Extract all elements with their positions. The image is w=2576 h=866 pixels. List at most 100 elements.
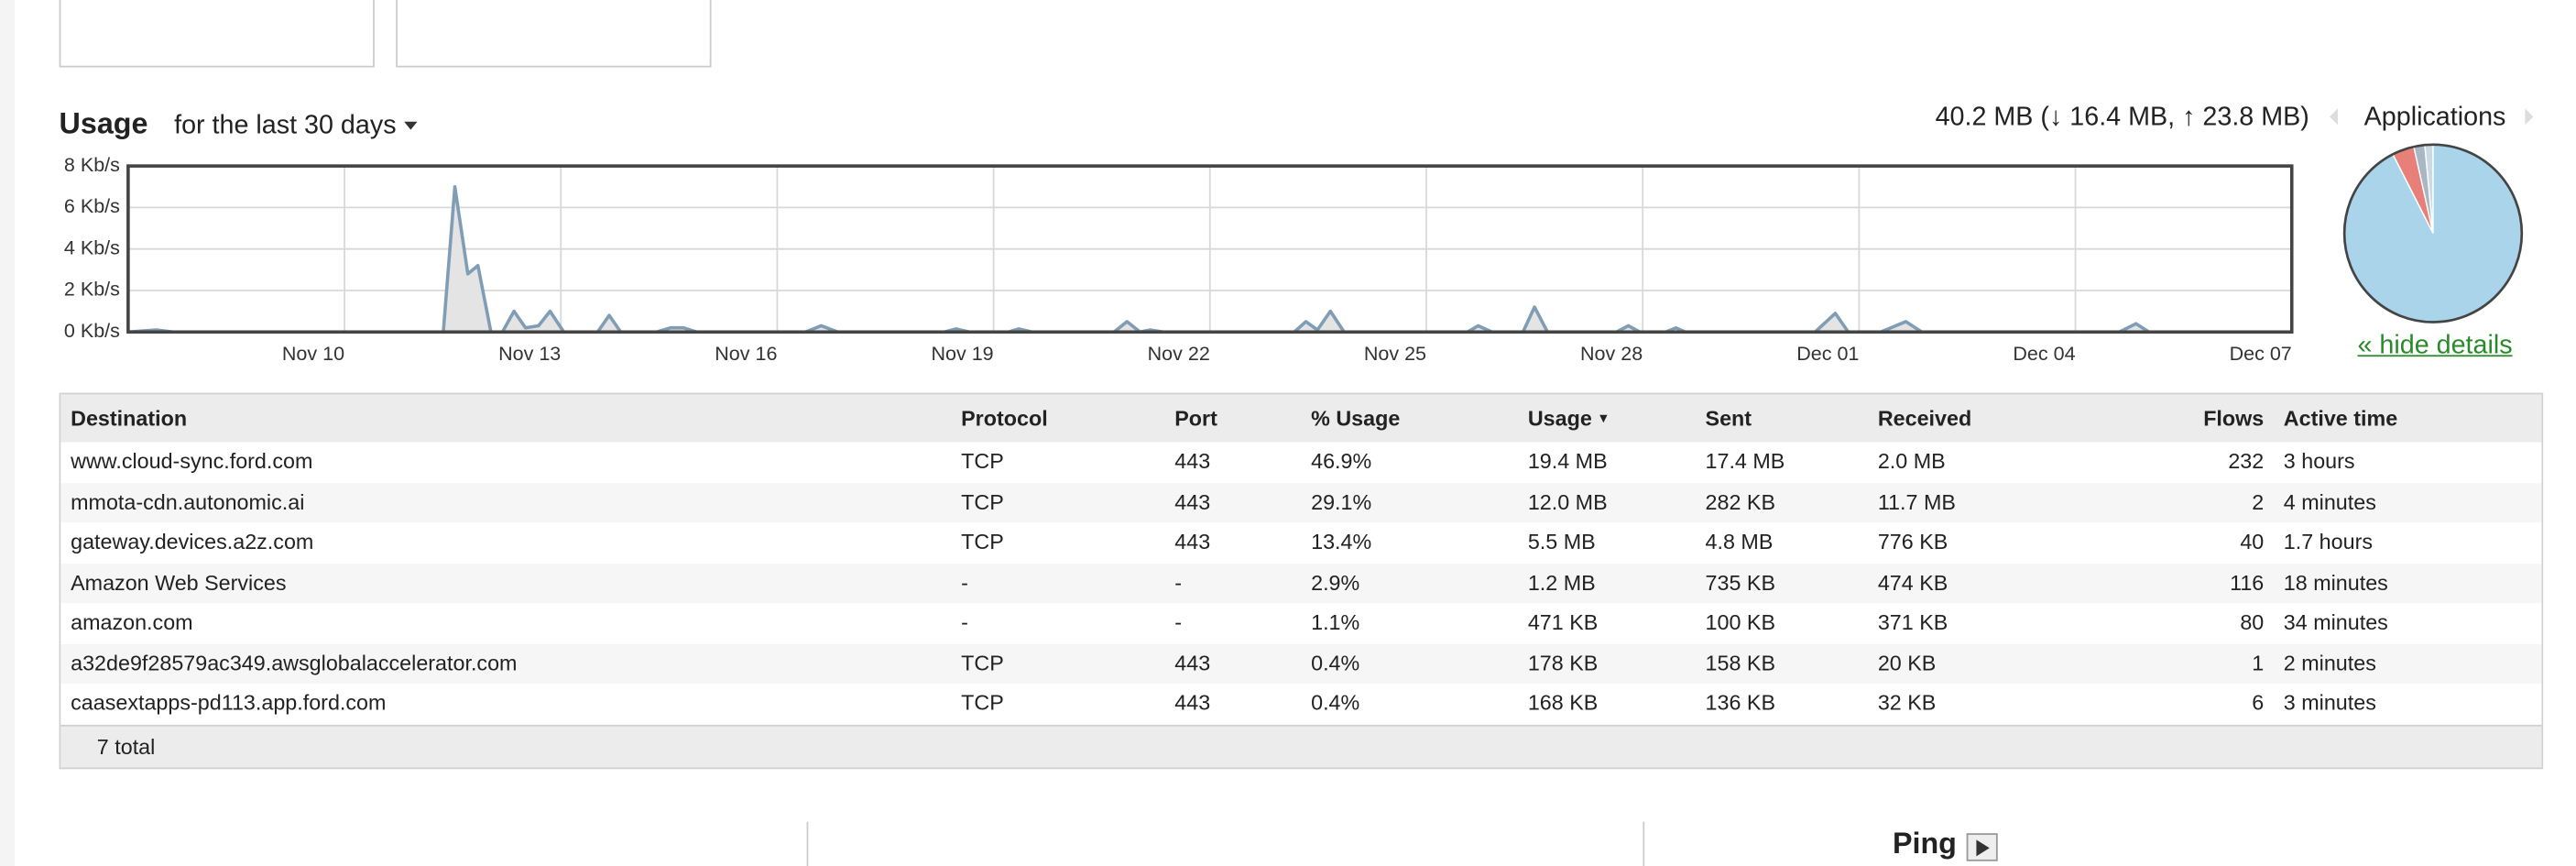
table-cell: 168 KB (1527, 690, 1599, 716)
table-cell: 13.4% (1311, 529, 1372, 554)
table-cell: 11.7 MB (1877, 488, 1956, 514)
column-header[interactable]: Sent (1705, 405, 1752, 431)
table-cell: 0.4% (1311, 650, 1360, 675)
column-header[interactable]: Protocol (961, 405, 1048, 431)
table-cell: 776 KB (1877, 529, 1948, 554)
table-cell: 20 KB (1877, 650, 1937, 675)
table-cell: 443 (1174, 448, 1211, 474)
table-cell: 12.0 MB (1527, 488, 1608, 514)
y-tick-label: 0 Kb/s (64, 320, 120, 342)
table-cell: - (961, 569, 968, 595)
table-cell: 40 (2240, 529, 2265, 554)
table-row: gateway.devices.a2z.com TCP 443 13.4% 5.5 MB… (60, 522, 2542, 564)
table-cell: - (1174, 609, 1183, 635)
table-cell: 158 KB (1705, 650, 1776, 675)
table-cell: TCP (961, 488, 1004, 514)
table-cell: 1 (2252, 650, 2265, 675)
applications-title: Applications (2363, 103, 2506, 132)
table-cell: 100 KB (1705, 609, 1776, 635)
plot-frame (126, 164, 2294, 334)
table-cell: 1.1% (1311, 609, 1360, 635)
column-header[interactable]: Received (1877, 405, 1972, 431)
table-cell: gateway.devices.a2z.com (71, 529, 314, 554)
period-label[interactable]: for the last 30 days (174, 111, 397, 140)
next-arrow[interactable] (2525, 108, 2534, 126)
table-cell: caasextapps-pd113.app.ford.com (71, 690, 387, 716)
table-cell: TCP (961, 650, 1004, 675)
x-tick-label: Nov 25 (1364, 343, 1426, 365)
column-header[interactable]: Port (1174, 405, 1217, 431)
table-cell: 17.4 MB (1705, 448, 1785, 474)
table-row: caasextapps-pd113.app.ford.com TCP 443 0.4%… (60, 684, 2542, 724)
divider (806, 821, 809, 866)
table-row: Amazon Web Services - - 2.9% 1.2 MB 735 KB 474… (60, 563, 2542, 604)
table-cell: 735 KB (1705, 569, 1776, 595)
table-cell: 2.9% (1311, 569, 1360, 595)
x-tick-label: Nov 19 (931, 343, 993, 365)
table-footer: 7 total (60, 723, 2542, 767)
table-cell: 46.9% (1311, 448, 1372, 474)
table-cell: TCP (961, 690, 1004, 716)
sort-indicator[interactable]: ▼ (1597, 411, 1610, 426)
x-tick-label: Dec 07 (2230, 343, 2292, 365)
play-icon[interactable] (1976, 839, 1990, 857)
column-header[interactable]: % Usage (1311, 405, 1401, 431)
table-cell: 1.2 MB (1527, 569, 1596, 595)
table-cell: 371 KB (1877, 609, 1948, 635)
column-header[interactable]: Destination (71, 405, 188, 431)
table-cell: TCP (961, 448, 1004, 474)
table-cell: 136 KB (1705, 690, 1776, 716)
table-cell: 18 minutes (2283, 569, 2388, 595)
table-cell: - (961, 609, 968, 635)
table-cell: 232 (2228, 448, 2265, 474)
table-cell: 3 hours (2283, 448, 2355, 474)
table-cell: 116 (2230, 569, 2265, 595)
x-tick-label: Nov 22 (1148, 343, 1210, 365)
table-cell: 2.0 MB (1877, 448, 1946, 474)
table-cell: - (1174, 569, 1183, 595)
y-tick-label: 6 Kb/s (64, 195, 120, 217)
top-panel (59, 0, 375, 68)
table-cell: 282 KB (1705, 488, 1776, 514)
table-cell: a32de9f28579ac349.awsglobalaccelerator.c… (71, 650, 518, 675)
table-row: a32de9f28579ac349.awsglobalaccelerator.c… (60, 643, 2542, 685)
destinations-table: Destination Protocol Port % Usage Usage ▼ Sent… (59, 392, 2544, 770)
column-header[interactable]: Flows (2203, 405, 2265, 431)
prev-arrow[interactable] (2329, 108, 2338, 126)
table-cell: 443 (1174, 488, 1211, 514)
table-cell: 2 (2252, 488, 2265, 514)
table-cell: 32 KB (1877, 690, 1937, 716)
x-tick-label: Dec 04 (2013, 343, 2075, 365)
table-cell: 34 minutes (2283, 609, 2388, 635)
table-cell: 443 (1174, 690, 1211, 716)
hide-details-link[interactable]: « hide details (2357, 332, 2513, 360)
ping-title: Ping (1892, 827, 1957, 860)
table-cell: 471 KB (1527, 609, 1599, 635)
usage-summary: 40.2 MB (↓ 16.4 MB, ↑ 23.8 MB) (1935, 103, 2309, 132)
ping-button[interactable] (1966, 833, 1998, 861)
dropdown-caret[interactable] (404, 122, 418, 131)
table-cell: 178 KB (1527, 650, 1599, 675)
table-cell: TCP (961, 529, 1004, 554)
table-cell: 443 (1174, 529, 1211, 554)
x-tick-label: Nov 28 (1580, 343, 1643, 365)
left-edge (0, 0, 16, 866)
table-cell: 19.4 MB (1527, 448, 1608, 474)
y-tick-label: 8 Kb/s (64, 154, 120, 176)
total-count: 7 total (96, 733, 156, 759)
table-cell: mmota-cdn.autonomic.ai (71, 488, 305, 514)
table-cell: 1.7 hours (2283, 529, 2373, 554)
table-cell: 474 KB (1877, 569, 1948, 595)
top-panel (396, 0, 712, 68)
period-dropdown[interactable]: for the last 30 days (174, 112, 418, 141)
table-cell: amazon.com (71, 609, 193, 635)
x-tick-label: Nov 10 (282, 343, 344, 365)
y-tick-label: 2 Kb/s (64, 279, 120, 301)
column-header[interactable]: Usage ▼ (1527, 405, 1610, 431)
table-cell: 4 minutes (2283, 488, 2376, 514)
table-row: mmota-cdn.autonomic.ai TCP 443 29.1% 12.0 MB… (60, 482, 2542, 523)
column-header[interactable]: Active time (2283, 405, 2398, 431)
